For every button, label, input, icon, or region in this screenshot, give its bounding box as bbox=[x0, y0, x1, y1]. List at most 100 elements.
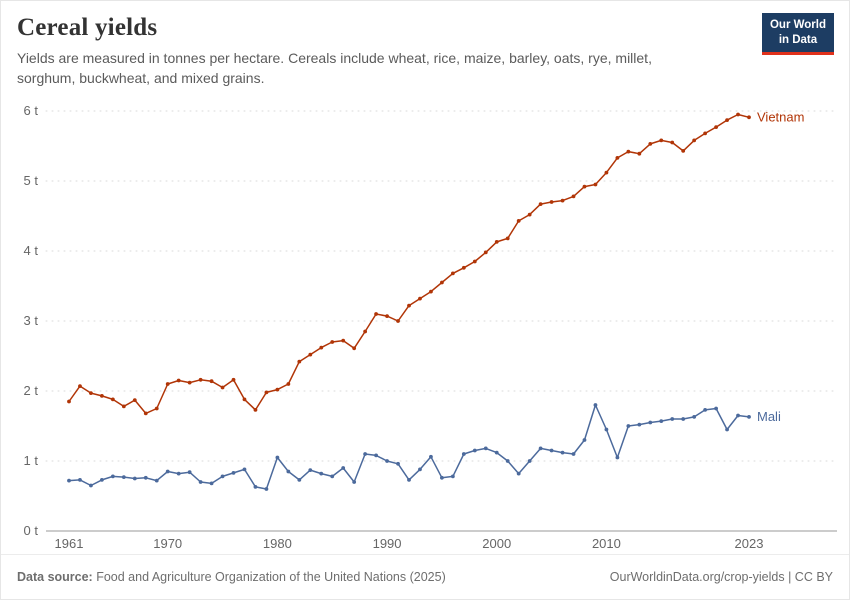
series-point[interactable] bbox=[483, 446, 488, 451]
series-point[interactable] bbox=[483, 250, 488, 255]
series-point[interactable] bbox=[571, 194, 576, 199]
series-point[interactable] bbox=[560, 198, 565, 203]
series-point[interactable] bbox=[549, 448, 554, 453]
series-point[interactable] bbox=[78, 383, 82, 388]
series-point[interactable] bbox=[253, 407, 258, 412]
series-point[interactable] bbox=[604, 427, 609, 432]
series-point[interactable] bbox=[626, 423, 631, 428]
series-point[interactable] bbox=[275, 455, 280, 460]
series-point[interactable] bbox=[187, 470, 192, 474]
series-point[interactable] bbox=[725, 427, 729, 432]
series-point[interactable] bbox=[165, 381, 170, 386]
series-point[interactable] bbox=[176, 378, 181, 383]
series-point[interactable] bbox=[67, 399, 71, 404]
series-point[interactable] bbox=[407, 477, 411, 482]
series-point[interactable] bbox=[440, 475, 444, 480]
series-point[interactable] bbox=[121, 474, 126, 479]
series-point[interactable] bbox=[429, 454, 433, 459]
series-point[interactable] bbox=[176, 471, 181, 476]
series-point[interactable] bbox=[297, 477, 302, 482]
series-point[interactable] bbox=[582, 437, 587, 442]
series-point[interactable] bbox=[527, 212, 532, 217]
series-point[interactable] bbox=[121, 404, 126, 409]
series-point[interactable] bbox=[450, 271, 455, 276]
series-point[interactable] bbox=[538, 446, 543, 451]
series-point[interactable] bbox=[374, 311, 378, 316]
series-point[interactable] bbox=[231, 470, 236, 475]
series-point[interactable] bbox=[220, 474, 225, 479]
series-point[interactable] bbox=[615, 155, 620, 160]
series-point[interactable] bbox=[714, 124, 718, 129]
series-point[interactable] bbox=[494, 450, 499, 455]
series-point[interactable] bbox=[100, 477, 104, 482]
series-end-label-vietnam[interactable]: Vietnam bbox=[757, 109, 804, 124]
series-point[interactable] bbox=[330, 474, 335, 479]
series-point[interactable] bbox=[538, 201, 543, 206]
series-point[interactable] bbox=[725, 117, 729, 122]
series-point[interactable] bbox=[648, 141, 653, 146]
series-point[interactable] bbox=[593, 402, 598, 407]
series-point[interactable] bbox=[363, 329, 368, 334]
series-point[interactable] bbox=[100, 393, 104, 398]
series-point[interactable] bbox=[209, 379, 214, 383]
series-point[interactable] bbox=[286, 381, 291, 386]
series-point[interactable] bbox=[67, 478, 71, 483]
series-point[interactable] bbox=[516, 471, 521, 476]
series-point[interactable] bbox=[747, 115, 751, 119]
series-point[interactable] bbox=[670, 416, 675, 421]
series-point[interactable] bbox=[341, 338, 346, 343]
series-point[interactable] bbox=[659, 418, 664, 423]
series-point[interactable] bbox=[736, 413, 740, 418]
series-point[interactable] bbox=[187, 380, 192, 385]
series-point[interactable] bbox=[637, 422, 642, 427]
series-end-label-mali[interactable]: Mali bbox=[757, 409, 781, 424]
series-point[interactable] bbox=[154, 478, 159, 483]
series-point[interactable] bbox=[494, 239, 499, 244]
series-point[interactable] bbox=[703, 407, 708, 412]
series-point[interactable] bbox=[440, 280, 444, 285]
series-point[interactable] bbox=[242, 397, 247, 402]
series-point[interactable] bbox=[132, 397, 137, 402]
series-point[interactable] bbox=[703, 131, 708, 136]
series-point[interactable] bbox=[670, 140, 675, 145]
series-point[interactable] bbox=[286, 469, 291, 474]
series-point[interactable] bbox=[352, 479, 357, 484]
series-point[interactable] bbox=[692, 414, 697, 419]
series-point[interactable] bbox=[132, 476, 137, 481]
series-point[interactable] bbox=[253, 484, 258, 489]
series-point[interactable] bbox=[626, 149, 631, 154]
series-point[interactable] bbox=[319, 471, 324, 476]
series-point[interactable] bbox=[297, 359, 302, 364]
series-point[interactable] bbox=[89, 483, 93, 488]
series-point[interactable] bbox=[319, 345, 324, 350]
owid-logo[interactable]: Our World in Data bbox=[761, 13, 834, 55]
series-point[interactable] bbox=[429, 289, 433, 294]
series-point[interactable] bbox=[396, 318, 400, 323]
series-point[interactable] bbox=[418, 467, 422, 472]
series-point[interactable] bbox=[110, 474, 115, 479]
series-point[interactable] bbox=[681, 148, 686, 153]
series-point[interactable] bbox=[308, 467, 313, 472]
series-point[interactable] bbox=[78, 477, 82, 482]
series-point[interactable] bbox=[505, 236, 510, 241]
series-point[interactable] bbox=[516, 218, 521, 223]
series-point[interactable] bbox=[648, 420, 653, 425]
series-point[interactable] bbox=[571, 451, 576, 456]
series-point[interactable] bbox=[659, 138, 664, 143]
series-point[interactable] bbox=[549, 199, 554, 204]
series-point[interactable] bbox=[143, 411, 148, 416]
series-point[interactable] bbox=[385, 313, 389, 318]
series-point[interactable] bbox=[692, 138, 697, 143]
series-point[interactable] bbox=[582, 184, 587, 189]
series-point[interactable] bbox=[461, 451, 466, 456]
series-point[interactable] bbox=[472, 259, 477, 264]
series-point[interactable] bbox=[231, 377, 236, 382]
series-point[interactable] bbox=[341, 465, 346, 470]
series-point[interactable] bbox=[396, 461, 400, 466]
series-line-vietnam[interactable] bbox=[68, 113, 750, 414]
series-point[interactable] bbox=[89, 390, 93, 395]
series-point[interactable] bbox=[154, 406, 159, 411]
series-point[interactable] bbox=[165, 469, 170, 474]
series-point[interactable] bbox=[747, 414, 751, 419]
series-point[interactable] bbox=[330, 339, 335, 344]
